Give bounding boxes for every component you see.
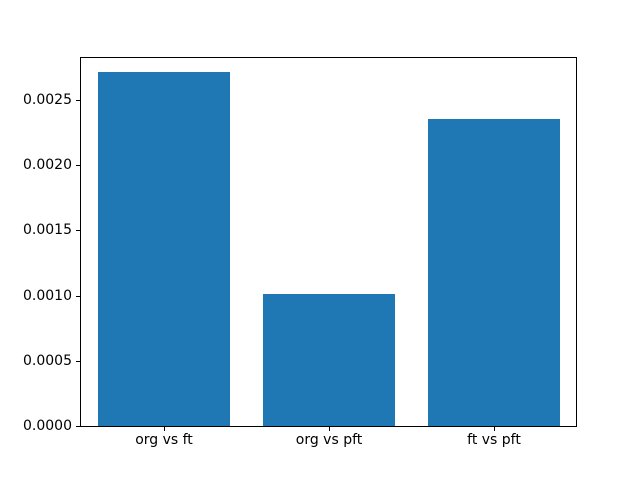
y-tick-label: 0.0015 — [23, 222, 72, 238]
x-tick-mark — [494, 427, 495, 431]
bar-org-vs-ft — [97, 72, 230, 426]
y-tick-label: 0.0005 — [23, 353, 72, 369]
bar-org-vs-pft — [262, 294, 395, 426]
y-tick-mark — [76, 100, 80, 101]
y-tick-label: 0.0000 — [23, 418, 72, 434]
y-tick-mark — [76, 361, 80, 362]
y-tick-mark — [76, 426, 80, 427]
x-tick-mark — [329, 427, 330, 431]
y-tick-label: 0.0020 — [23, 157, 72, 173]
x-tick-label-org-vs-pft: org vs pft — [295, 432, 363, 448]
y-tick-label: 0.0025 — [23, 92, 72, 108]
y-tick-label: 0.0010 — [23, 288, 72, 304]
plot-area — [80, 57, 577, 427]
x-tick-label-org-vs-ft: org vs ft — [135, 432, 193, 448]
x-tick-mark — [164, 427, 165, 431]
y-tick-mark — [76, 230, 80, 231]
bar-ft-vs-pft — [427, 119, 560, 426]
x-tick-label-ft-vs-pft: ft vs pft — [467, 432, 521, 448]
y-tick-mark — [76, 165, 80, 166]
y-tick-mark — [76, 296, 80, 297]
